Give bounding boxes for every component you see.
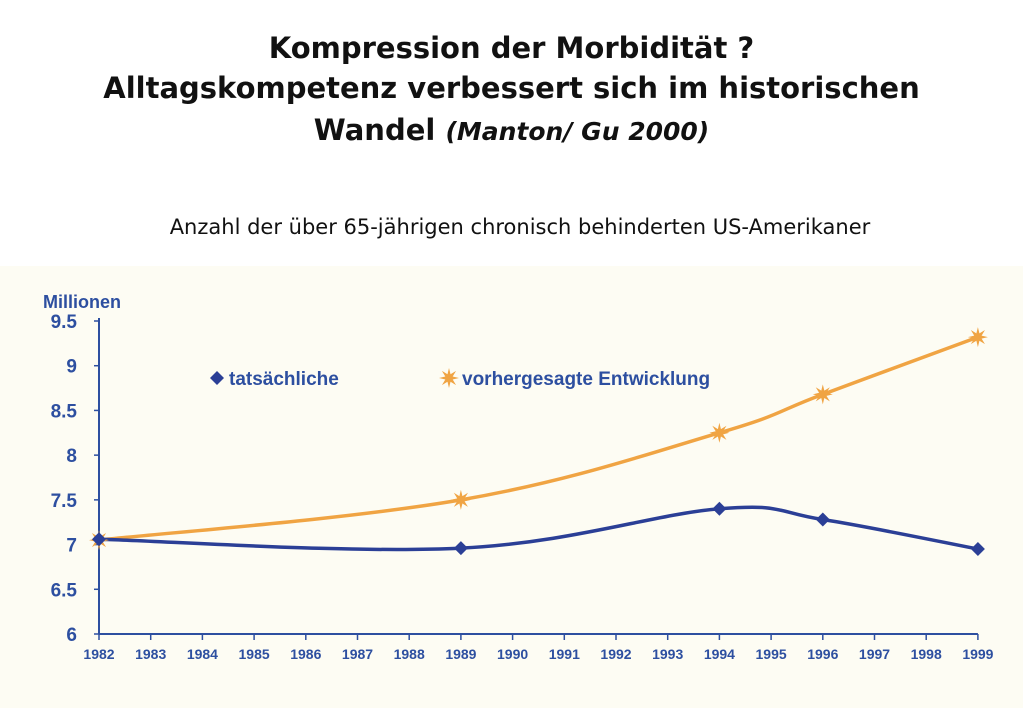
chart-axes: 6 6.5 7 7.5 8 8.5 9 9.5 1982 1983 1984 1985 1986 1987… [51, 312, 994, 662]
x-tick-label: 1993 [652, 646, 683, 662]
legend-marker-forecast [439, 368, 459, 388]
y-tick-label: 7.5 [51, 491, 78, 512]
legend-label-actual: tatsächliche [229, 369, 339, 390]
y-axis-unit-label: Millionen [43, 292, 121, 312]
x-tick-label: 1982 [83, 646, 114, 662]
y-tick-label: 6 [66, 625, 77, 646]
x-tick-label: 1992 [600, 646, 631, 662]
x-tick-label: 1994 [704, 646, 735, 662]
data-point-forecast [967, 327, 988, 348]
data-point-actual [712, 501, 727, 516]
x-tick-label: 1988 [394, 646, 425, 662]
x-tick-label: 1997 [859, 646, 890, 662]
x-tick-label: 1983 [135, 646, 166, 662]
slide-title: Kompression der Morbidität ? Alltagskomp… [0, 28, 1023, 154]
title-line-3: Wandel (Manton/ Gu 2000) [0, 108, 1023, 154]
chart-legend: tatsächliche vorhergesagte Entwicklung [210, 368, 710, 390]
x-tick-label: 1989 [445, 646, 476, 662]
y-tick-label: 7 [66, 536, 77, 557]
x-tick-label: 1991 [549, 646, 580, 662]
title-line-2: Alltagskompetenz verbessert sich im hist… [103, 71, 920, 105]
x-tick-label: 1998 [911, 646, 942, 662]
x-tick-label: 1995 [756, 646, 787, 662]
x-tick-label: 1986 [290, 646, 321, 662]
x-tick-label: 1985 [239, 646, 270, 662]
x-tick-label: 1990 [497, 646, 528, 662]
y-tick-label: 9 [66, 357, 77, 378]
title-line-3-text: Wandel [313, 113, 436, 147]
x-tick-label: 1987 [342, 646, 373, 662]
line-chart: Millionen 6 6.5 7 7.5 8 8.5 9 9.5 1982 1983 1984 19… [43, 292, 994, 662]
series-line-actual [97, 505, 980, 552]
y-tick-label: 8.5 [51, 401, 78, 422]
data-point-actual [970, 542, 985, 557]
data-point-actual [815, 512, 830, 527]
legend-marker-actual [210, 371, 224, 385]
series-line-forecast [97, 335, 980, 542]
data-point-forecast [709, 422, 730, 443]
data-point-forecast [812, 384, 833, 405]
x-tick-label: 1996 [807, 646, 838, 662]
chart-markers [89, 327, 988, 557]
data-point-actual [453, 541, 468, 556]
y-tick-label: 9.5 [51, 312, 78, 333]
title-citation: (Manton/ Gu 2000) [445, 117, 710, 146]
x-tick-label: 1984 [187, 646, 218, 662]
data-point-actual [92, 532, 106, 547]
chart-series-lines [97, 335, 980, 552]
y-tick-label: 6.5 [51, 580, 78, 601]
x-tick-label: 1999 [962, 646, 993, 662]
data-point-forecast [450, 489, 471, 510]
title-line-1: Kompression der Morbidität ? [268, 31, 755, 65]
y-tick-label: 8 [66, 446, 77, 467]
chart-subtitle: Anzahl der über 65-jährigen chronisch be… [169, 215, 871, 239]
legend-label-forecast: vorhergesagte Entwicklung [462, 369, 710, 390]
